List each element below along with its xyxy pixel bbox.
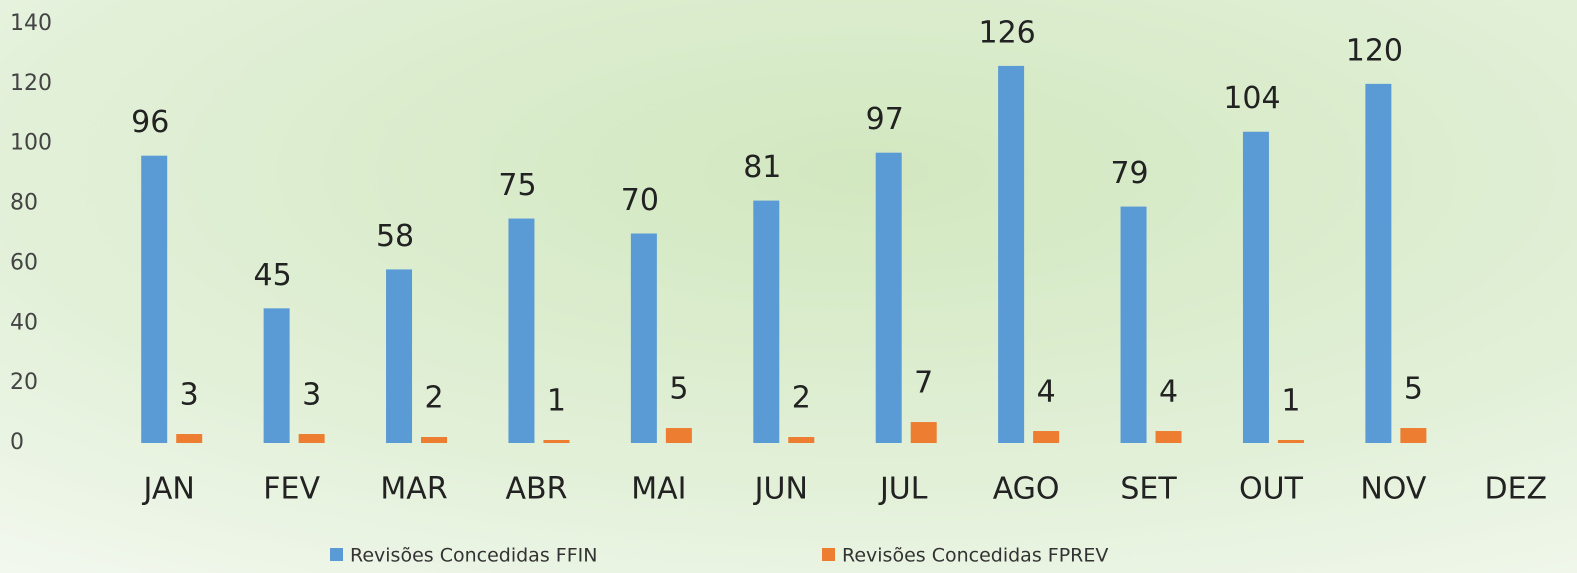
- y-tick-label: 100: [10, 131, 52, 156]
- x-tick-label: JUL: [878, 472, 928, 507]
- bar: [1400, 428, 1427, 443]
- legend-label: Revisões Concedidas FPREV: [842, 545, 1108, 567]
- bar: [910, 422, 937, 443]
- data-label: 5: [1404, 372, 1423, 407]
- x-tick-label: ABR: [505, 472, 567, 507]
- data-label: 7: [914, 366, 933, 401]
- data-label: 75: [498, 168, 536, 203]
- legend-swatch: [330, 548, 343, 561]
- data-label: 97: [866, 102, 904, 137]
- y-tick-label: 140: [10, 11, 52, 36]
- bar: [263, 308, 290, 443]
- y-tick-label: 40: [10, 310, 38, 335]
- bar: [630, 233, 657, 443]
- data-label: 120: [1346, 33, 1403, 68]
- data-label: 104: [1223, 81, 1280, 116]
- data-label: 79: [1110, 156, 1148, 191]
- x-tick-label: NOV: [1360, 472, 1427, 507]
- x-tick-label: OUT: [1239, 472, 1304, 507]
- data-label: 3: [302, 378, 321, 413]
- x-tick-label: MAR: [380, 472, 447, 507]
- bar: [1155, 431, 1182, 443]
- bar: [753, 200, 780, 443]
- bar: [875, 152, 902, 443]
- data-label: 70: [621, 183, 659, 218]
- y-tick-label: 20: [10, 370, 38, 395]
- bar: [141, 155, 168, 443]
- data-label: 5: [669, 372, 688, 407]
- bar: [1033, 431, 1060, 443]
- data-label: 81: [743, 150, 781, 185]
- x-tick-label: DEZ: [1484, 472, 1547, 507]
- data-label: 2: [792, 381, 811, 416]
- y-tick-label: 120: [10, 71, 52, 96]
- data-label: 3: [180, 378, 199, 413]
- x-tick-label: SET: [1120, 472, 1177, 507]
- x-tick-label: JUN: [753, 472, 808, 507]
- bar: [298, 434, 325, 443]
- data-label: 4: [1159, 375, 1178, 410]
- y-tick-label: 0: [10, 430, 24, 455]
- bar: [1365, 83, 1392, 443]
- y-tick-label: 80: [10, 191, 38, 216]
- bar: [1277, 440, 1304, 443]
- x-tick-label: MAI: [631, 472, 686, 507]
- data-label: 1: [1281, 384, 1300, 419]
- x-tick-label: FEV: [263, 472, 320, 507]
- bar: [788, 437, 815, 443]
- bar: [1120, 206, 1147, 443]
- bar: [1242, 131, 1269, 443]
- data-label: 96: [131, 105, 169, 140]
- bar: [421, 437, 448, 443]
- data-label: 126: [978, 15, 1035, 50]
- data-label: 4: [1037, 375, 1056, 410]
- data-label: 2: [424, 381, 443, 416]
- data-label: 1: [547, 384, 566, 419]
- data-label: 45: [254, 258, 292, 293]
- bar: [665, 428, 692, 443]
- bar: [543, 440, 570, 443]
- bar: [176, 434, 203, 443]
- x-tick-label: AGO: [993, 472, 1060, 507]
- y-tick-label: 60: [10, 250, 38, 275]
- bar: [508, 218, 535, 443]
- legend-swatch: [822, 548, 835, 561]
- bar: [386, 269, 413, 443]
- data-label: 58: [376, 219, 414, 254]
- legend-label: Revisões Concedidas FFIN: [350, 545, 597, 567]
- x-tick-label: JAN: [142, 472, 195, 507]
- bar: [998, 65, 1025, 444]
